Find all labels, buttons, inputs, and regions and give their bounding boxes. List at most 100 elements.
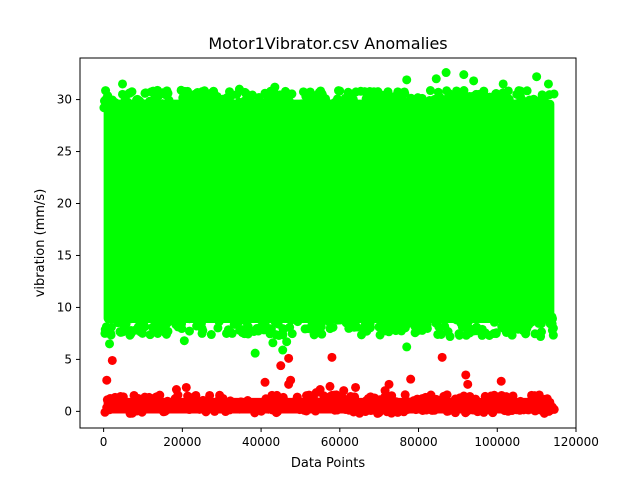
data-point [490,400,500,410]
data-point [480,403,490,413]
data-point [263,306,273,316]
data-point [179,97,189,107]
data-point [184,405,194,415]
data-point [268,338,278,348]
data-point [522,314,532,324]
data-point [366,399,376,409]
data-point [184,314,194,324]
data-point [285,322,295,332]
data-point [241,89,251,99]
data-point [505,100,515,110]
data-point [475,97,485,107]
data-point [278,345,288,355]
data-point [374,322,384,332]
data-point [543,79,553,89]
data-point [325,324,335,334]
data-point [147,101,157,111]
data-point [425,397,435,407]
data-point [460,92,470,102]
data-point [344,94,354,104]
data-point [121,312,131,322]
data-point [518,103,528,113]
data-point [159,407,169,417]
data-point [516,96,526,106]
data-point [208,403,218,413]
data-point [163,88,173,98]
data-point [378,92,388,102]
data-point [133,104,143,114]
data-point [330,405,340,415]
data-point [101,86,111,96]
data-point [150,93,160,103]
data-point [163,98,173,108]
data-point [229,319,239,329]
data-point [499,320,509,330]
data-point [130,325,140,335]
data-point [442,406,452,416]
data-point [540,394,550,404]
data-point [350,401,360,411]
data-point [285,312,295,322]
data-point [132,95,142,105]
data-point [209,88,219,98]
data-point [324,392,334,402]
data-point [368,92,378,102]
y-tick-label: 0 [64,404,72,418]
data-point [441,68,451,78]
data-point [232,401,242,411]
data-point [327,352,337,362]
data-point [146,401,156,411]
data-point [270,82,280,92]
data-point [425,86,435,96]
data-point [137,306,147,316]
y-tick-label: 15 [57,248,72,262]
data-point [351,382,361,392]
data-point [317,403,327,413]
data-point [335,86,345,96]
data-point [449,402,459,412]
chart-title: Motor1Vibrator.csv Anomalies [208,34,447,53]
data-point [193,95,203,105]
data-point [437,352,447,362]
data-point [310,405,320,415]
x-tick-label: 0 [100,435,108,449]
data-point [261,403,271,413]
data-point [400,390,410,400]
data-point [119,321,129,331]
data-point [227,310,237,320]
data-point [307,92,317,102]
data-point [303,324,313,334]
data-point [389,403,399,413]
data-point [238,102,248,112]
data-point [179,336,189,346]
data-point [181,382,191,392]
data-point [188,392,198,402]
data-point [184,326,194,336]
data-point [105,339,115,349]
data-point [532,99,542,109]
data-point [171,401,181,411]
data-point [365,312,375,322]
data-point [106,328,116,338]
data-point [345,315,355,325]
data-point [282,337,292,347]
data-point [269,316,279,326]
data-point [343,87,353,97]
data-point [239,329,249,339]
data-point [173,322,183,332]
data-point [225,102,235,112]
data-point [540,93,550,103]
data-point [486,391,496,401]
data-point [400,405,410,415]
data-point [140,401,150,411]
data-point [345,103,355,113]
data-point [461,370,471,380]
data-point [436,329,446,339]
data-point [265,327,275,337]
data-point [440,310,450,320]
x-tick-label: 100000 [474,435,520,449]
x-tick-label: 60000 [321,435,359,449]
data-point [459,86,469,96]
data-point [399,89,409,99]
data-point [399,99,409,109]
